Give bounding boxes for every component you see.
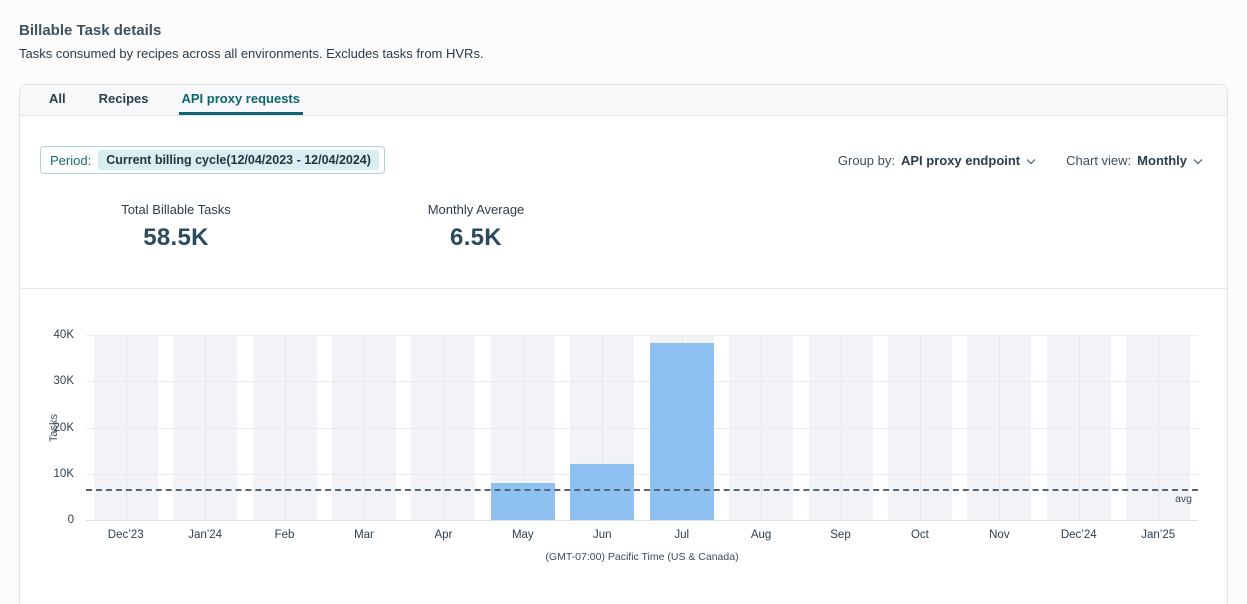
y-tick-label: 30K (53, 375, 74, 388)
x-axis-title: (GMT-07:00) Pacific Time (US & Canada) (545, 551, 739, 563)
x-tick-label: Aug (750, 529, 772, 541)
chart-view-value: Monthly (1137, 152, 1187, 168)
x-tick-label: May (511, 529, 534, 541)
page-subtitle: Tasks consumed by recipes across all env… (19, 46, 484, 61)
stat-label: Total Billable Tasks (121, 202, 231, 217)
x-tick-label: Nov (989, 529, 1010, 541)
period-label: Period: (50, 152, 92, 168)
page-title: Billable Task details (19, 22, 162, 39)
tab-api-proxy-requests[interactable]: API proxy requests (178, 85, 303, 115)
x-tick-label: Jan’24 (188, 529, 223, 541)
horizontal-gridline (86, 335, 1198, 336)
stat-total-billable-tasks: Total Billable Tasks 58.5K (86, 202, 266, 252)
group-by-label: Group by: (837, 152, 895, 168)
x-tick-label: Sep (830, 529, 851, 541)
horizontal-gridline (86, 520, 1198, 521)
tab-recipes[interactable]: Recipes (98, 91, 149, 106)
month-slot (642, 335, 721, 520)
x-tick-label: Jan’25 (1141, 529, 1176, 541)
chevron-down-icon (1193, 158, 1203, 165)
x-tick-label: Apr (434, 529, 453, 541)
horizontal-gridline (86, 473, 1198, 475)
y-tick-label: 20K (53, 421, 74, 434)
x-tick-label: Mar (354, 529, 374, 541)
stat-monthly-average: Monthly Average 6.5K (386, 202, 566, 252)
summary-stats: Total Billable Tasks 58.5K Monthly Avera… (20, 174, 1227, 252)
controls-row: Period: Current billing cycle(12/04/2023… (20, 116, 1227, 174)
x-tick-label: Oct (910, 529, 929, 541)
horizontal-gridline (86, 381, 1198, 383)
page-header: Billable Task details Tasks consumed by … (0, 0, 1247, 61)
chart-controls: Group by: API proxy endpoint Chart view:… (838, 153, 1203, 168)
tab-bar: All Recipes API proxy requests (20, 85, 1227, 116)
x-tick-label: Feb (274, 529, 295, 541)
billable-tasks-card: All Recipes API proxy requests Period: C… (19, 84, 1228, 604)
bar-chart: Tasks 0 10K 20K 30K 40K avg Dec’23 Jan’24 Feb M… (20, 289, 1227, 589)
stat-label: Monthly Average (427, 202, 525, 217)
stat-value: 6.5K (450, 224, 502, 251)
x-tick-label: Dec’24 (1060, 529, 1097, 541)
average-line-label: avg (1175, 492, 1192, 505)
x-tick-label: Dec’23 (107, 529, 144, 541)
group-by-value: API proxy endpoint (900, 152, 1021, 168)
bar-Jun[interactable] (570, 463, 635, 520)
x-tick-label: Jul (674, 529, 690, 541)
y-tick-label: 40K (53, 329, 74, 341)
y-tick-label: 0 (67, 514, 74, 526)
stat-value: 58.5K (143, 224, 209, 251)
average-line (86, 488, 1198, 491)
period-value-pill[interactable]: Current billing cycle(12/04/2023 - 12/04… (98, 150, 379, 170)
chevron-down-icon (1026, 158, 1036, 165)
chart-view-dropdown[interactable]: Chart view: Monthly (1066, 153, 1203, 168)
period-selector[interactable]: Period: Current billing cycle(12/04/2023… (40, 146, 385, 174)
chart-view-label: Chart view: (1066, 152, 1132, 168)
bar-Jul[interactable] (649, 342, 714, 520)
horizontal-gridline (86, 427, 1198, 429)
section-divider (20, 288, 1227, 289)
plot-area: avg (86, 335, 1198, 521)
x-tick-label: Jun (592, 529, 612, 541)
x-axis-ticks: Dec’23 Jan’24 Feb Mar Apr May Jun Jul Aug Sep Oct N… (86, 529, 1198, 541)
tab-all[interactable]: All (49, 91, 66, 106)
group-by-dropdown[interactable]: Group by: API proxy endpoint (838, 153, 1036, 168)
y-tick-label: 10K (53, 467, 74, 480)
